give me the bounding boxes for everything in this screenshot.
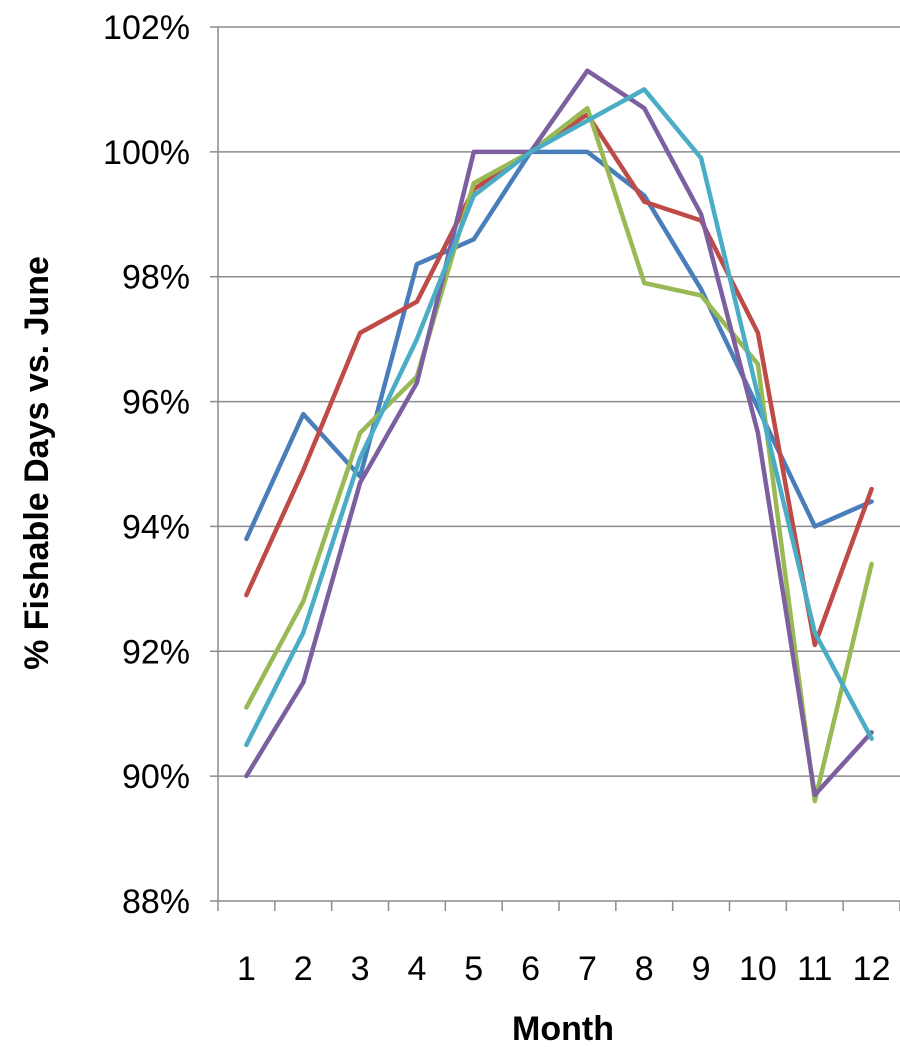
- x-tick-label: 4: [407, 950, 426, 988]
- y-tick-label: 100%: [103, 134, 190, 172]
- x-tick-label: 1: [237, 950, 256, 988]
- series-line: [244, 87, 874, 748]
- y-axis-title: % Fishable Days vs. June: [18, 256, 56, 670]
- y-tick-label: 96%: [122, 384, 190, 422]
- series-line: [244, 68, 874, 798]
- y-tick-label: 102%: [103, 9, 190, 47]
- x-tick-label: 7: [578, 950, 597, 988]
- series-lines: [244, 68, 874, 804]
- y-tick-label: 88%: [122, 883, 190, 921]
- x-tick-label: 8: [635, 950, 654, 988]
- tick-labels: 88%90%92%94%96%98%100%102%1 2 3 4 5 6 7 8 9 10 11 1…: [103, 9, 890, 988]
- y-tick-label: 98%: [122, 259, 190, 297]
- x-tick-label: 5: [464, 950, 483, 988]
- x-axis-title: Month: [512, 1010, 614, 1047]
- y-tick-label: 90%: [122, 758, 190, 796]
- x-tick-label: 11: [797, 950, 832, 988]
- x-tick-label: 3: [351, 950, 370, 988]
- x-tick-label: 6: [521, 950, 540, 988]
- x-tick-label: 2: [294, 950, 313, 988]
- x-tick-label: 12: [853, 950, 891, 988]
- x-tick-label: 9: [692, 950, 711, 988]
- y-tick-label: 94%: [122, 508, 190, 546]
- x-tick-label: 10: [739, 950, 777, 988]
- y-tick-label: 92%: [122, 633, 190, 671]
- axes: [210, 26, 900, 911]
- series-line: [244, 112, 874, 648]
